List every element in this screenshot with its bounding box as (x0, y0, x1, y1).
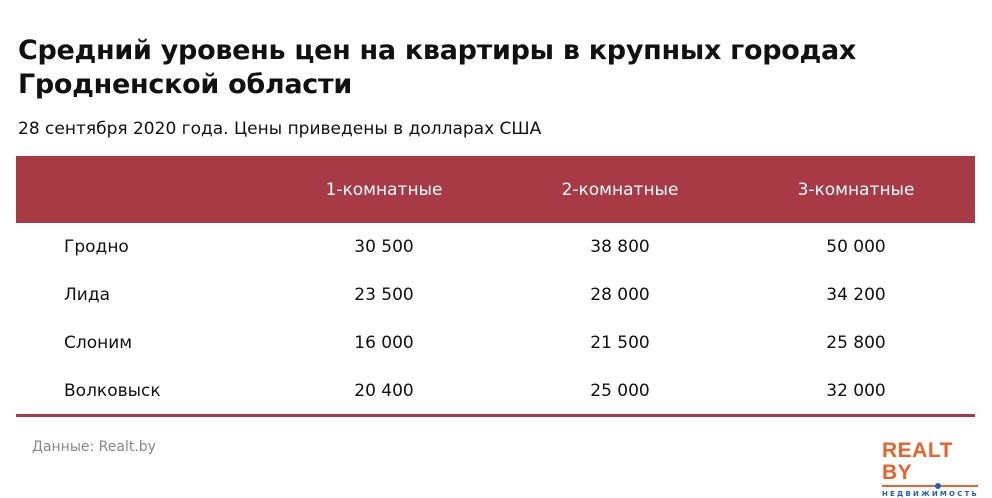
price-cell: 38 800 (590, 237, 650, 257)
logo-underline (882, 483, 978, 489)
price-table: 1-комнатные 2-комнатные 3-комнатные Грод… (16, 156, 975, 417)
price-cell: 50 000 (826, 237, 886, 257)
table-header: 1-комнатные 2-комнатные 3-комнатные (16, 156, 975, 223)
price-cell: 34 200 (826, 285, 886, 305)
table-row: Лида 23 500 28 000 34 200 (16, 271, 975, 319)
subtitle: 28 сентября 2020 года. Цены приведены в … (18, 119, 542, 139)
price-cell: 25 800 (826, 333, 886, 353)
price-cell: 20 400 (354, 381, 414, 401)
price-cell: 30 500 (354, 237, 414, 257)
logo-dot (935, 483, 941, 489)
header-cell: 3-комнатные (797, 179, 915, 200)
price-cell: 21 500 (590, 333, 650, 353)
table-row: Слоним 16 000 21 500 25 800 (16, 319, 975, 367)
price-cell: 16 000 (354, 333, 414, 353)
header-cell: 1-комнатные (325, 179, 443, 200)
price-cell: 28 000 (590, 285, 650, 305)
realt-by-logo: REALT BY НЕДВИЖИМОСТЬ (882, 440, 978, 498)
price-cell: 23 500 (354, 285, 414, 305)
page-title: Средний уровень цен на квартиры в крупны… (18, 35, 857, 100)
logo-text: REALT BY (882, 439, 953, 484)
city-cell: Волковыск (64, 381, 161, 401)
city-cell: Гродно (64, 237, 129, 257)
table-row: Волковыск 20 400 25 000 32 000 (16, 367, 975, 415)
table-row: Гродно 30 500 38 800 50 000 (16, 223, 975, 271)
price-cell: 25 000 (590, 381, 650, 401)
price-cell: 32 000 (826, 381, 886, 401)
source-note: Данные: Realt.by (32, 439, 156, 455)
logo-tagline: НЕДВИЖИМОСТЬ (882, 490, 980, 498)
city-cell: Лида (64, 285, 111, 305)
table-bottom-border (16, 414, 975, 417)
city-cell: Слоним (64, 333, 133, 353)
header-cell: 2-комнатные (561, 179, 679, 200)
